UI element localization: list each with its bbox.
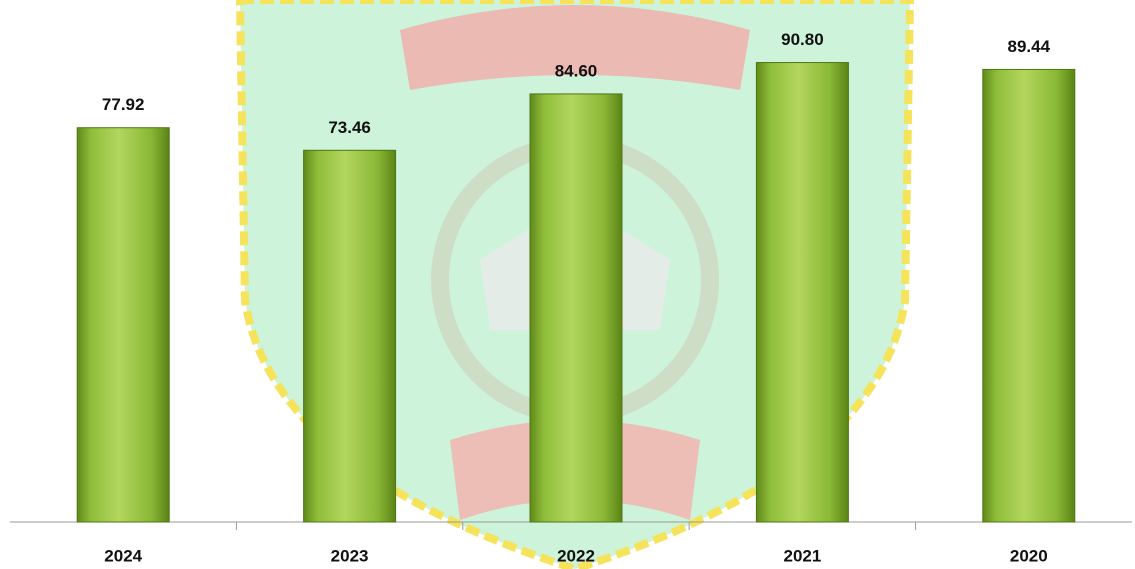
value-label: 73.46 xyxy=(328,118,371,137)
value-label: 89.44 xyxy=(1008,37,1051,56)
x-tick-label: 2021 xyxy=(783,546,821,565)
x-tick-label: 2020 xyxy=(1010,546,1048,565)
x-tick-label: 2024 xyxy=(104,546,142,565)
x-tick-label: 2022 xyxy=(557,546,595,565)
value-label: 90.80 xyxy=(781,30,824,49)
value-label: 84.60 xyxy=(555,61,598,80)
value-label: 77.92 xyxy=(102,95,145,114)
bar xyxy=(76,127,170,523)
bar xyxy=(529,93,623,523)
x-tick-label: 2023 xyxy=(331,546,369,565)
bar xyxy=(755,62,849,523)
bar xyxy=(982,68,1076,523)
bar xyxy=(303,149,397,523)
